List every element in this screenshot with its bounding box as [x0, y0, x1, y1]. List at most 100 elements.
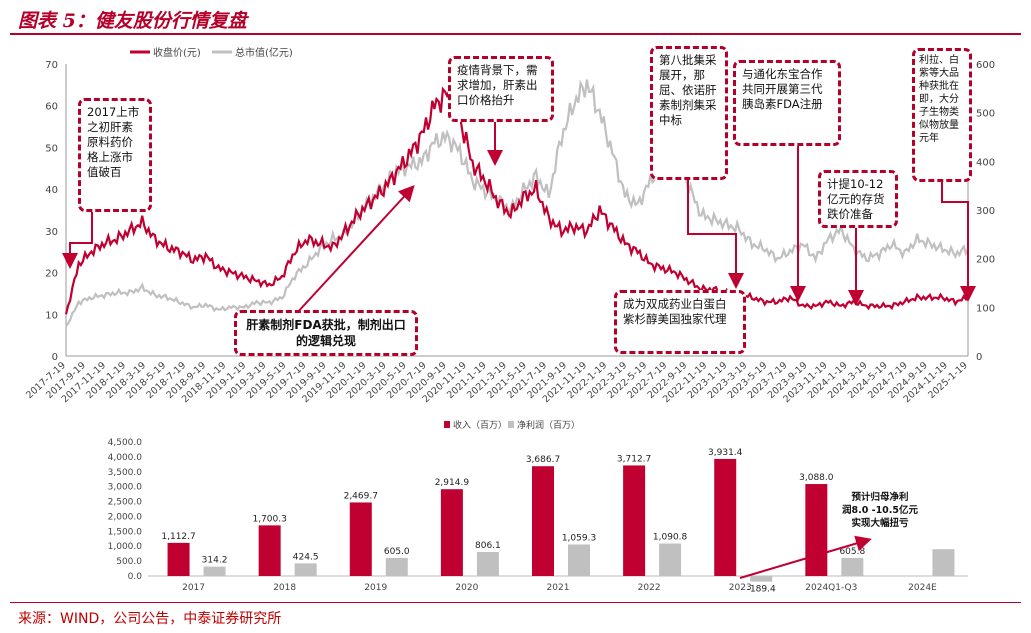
bar-value-label: 1,112.7 — [161, 532, 195, 542]
footer-rule — [10, 602, 1021, 603]
callout-procurement: 第八批集采展开，那屈、依诺肝素制剂集采中标 — [650, 46, 728, 180]
figure-title: 图表 5：健友股份行情复盘 — [18, 10, 247, 32]
bar-value-label: -189.4 — [747, 585, 776, 595]
bar-value-label: 2,469.7 — [344, 491, 378, 501]
callout-connector-0 — [62, 212, 93, 269]
bar-1 — [659, 543, 682, 576]
bar-0 — [805, 484, 828, 576]
y-left-tick: 0 — [52, 352, 58, 363]
y-right-tick: 400 — [976, 157, 995, 168]
bar-value-label: 806.1 — [475, 541, 501, 551]
bar-0 — [714, 458, 737, 576]
bar-value-label: 3,712.7 — [617, 454, 651, 464]
bar-value-label: 3,088.0 — [799, 473, 834, 483]
bar-category-label: 2024Q1-Q3 — [805, 583, 857, 593]
bar-1 — [385, 557, 408, 576]
bar-legend-swatch-1 — [508, 421, 514, 428]
bar-category-label: 2017 — [182, 583, 205, 593]
y-left-tick: 40 — [45, 185, 58, 196]
bar-legend-swatch-0 — [444, 421, 450, 428]
bar-category-label: 2018 — [273, 583, 296, 593]
bar-1 — [750, 576, 773, 582]
bar-value-label: 1,059.3 — [562, 533, 596, 543]
bar-1 — [841, 557, 864, 576]
callout-fda: 肝素制剂FDA获批，制剂出口的逻辑兑现 — [234, 310, 418, 356]
bar-value-label: 605.8 — [839, 547, 865, 557]
source-note: 来源：WIND，公司公告，中泰证券研究所 — [18, 611, 282, 627]
bar-value-label: 605.0 — [384, 547, 410, 557]
bar-value-label: 1,700.3 — [252, 514, 286, 524]
callout-covid: 疫情背景下，需求增加，肝素出口价格抬升 — [448, 56, 554, 122]
bar-0 — [532, 466, 554, 576]
callout-impairment: 计提10-12亿元的存货跌价准备 — [818, 170, 898, 228]
bar-category-label: 2021 — [547, 583, 570, 593]
bar-value-label: 3,931.4 — [708, 448, 743, 458]
bar-y-tick: 3,000.0 — [108, 483, 143, 493]
callout-connector-2 — [687, 180, 744, 289]
bar-value-label: 3,686.7 — [526, 455, 560, 465]
y-right-tick: 200 — [976, 255, 995, 266]
bar-0 — [440, 489, 463, 576]
y-right-tick: 600 — [976, 60, 995, 71]
bar-y-tick: 2,500.0 — [108, 498, 143, 508]
bar-legend: 收入（百万） 净利润（百万） — [444, 419, 580, 431]
bar-value-label: 314.2 — [202, 556, 228, 566]
bar-0 — [167, 542, 190, 576]
bar-y-tick: 2,000.0 — [108, 512, 143, 522]
y-left-tick: 20 — [45, 269, 58, 280]
bar-category-label: 2019 — [364, 583, 387, 593]
bar-0 — [623, 465, 646, 576]
series-line-1 — [65, 79, 970, 327]
bar-0 — [349, 502, 372, 576]
bar-y-tick: 3,500.0 — [108, 468, 143, 478]
bar-1 — [203, 566, 226, 576]
y-right-tick: 500 — [976, 109, 995, 120]
bar-y-tick: 0.0 — [128, 572, 143, 582]
bar-annotation-line: 润8.0 -10.5亿元 — [842, 504, 919, 516]
bar-turnaround-arrow — [739, 535, 872, 579]
y-left-tick: 60 — [45, 102, 58, 113]
callout-insulin: 与通化东宝合作共同开展第三代胰岛素FDA注册 — [733, 60, 841, 146]
y-right-tick: 0 — [976, 352, 982, 363]
report-header: 图表 5：健友股份行情复盘 — [0, 0, 1031, 36]
stock-line-chart: 收盘价(元) 总市值(亿元) 0 10 20 30 40 50 60 70 0 100 200 300 40… — [24, 46, 995, 405]
header-rule — [10, 33, 1021, 35]
bar-0 — [258, 525, 281, 576]
y-right-tick: 300 — [976, 206, 995, 217]
bar-legend-label-1: 净利润（百万） — [517, 419, 580, 431]
line-legend: 收盘价(元) 总市值(亿元) — [130, 46, 293, 59]
bar-y-tick: 1,500.0 — [108, 527, 143, 537]
bar-annotation-line: 预计归母净利 — [851, 491, 908, 503]
callout-agency: 成为双成药业白蛋白紫杉醇美国独家代理 — [614, 290, 746, 354]
bar-category-label: 2022 — [638, 583, 661, 593]
bar-y-tick: 4,000.0 — [108, 453, 143, 463]
series-line-0 — [64, 86, 969, 315]
financials-bar-chart: 收入（百万） 净利润（百万） 0.0 500.0 1,000.0 1,500.0 2,000… — [108, 419, 968, 595]
callout-biosimilar: 利拉、白紫等大品种获批在即，大分子生物类似物放量元年 — [912, 48, 972, 182]
legend-label-0: 收盘价(元) — [153, 46, 201, 59]
bar-category-label: 2023 — [729, 583, 752, 593]
bar-legend-label-0: 收入（百万） — [453, 419, 507, 431]
fda-arrow — [295, 185, 415, 315]
bar-1 — [932, 549, 955, 576]
y-left-tick: 10 — [45, 310, 58, 321]
callout-ipo: 2017上市之初肝素原料药价格上涨市值破百 — [78, 98, 152, 212]
y-right-tick: 100 — [976, 303, 995, 314]
legend-label-1: 总市值(亿元) — [235, 46, 293, 59]
bar-value-label: 424.5 — [293, 552, 319, 562]
y-left-tick: 30 — [45, 227, 58, 238]
bar-value-label: 2,914.9 — [435, 478, 470, 488]
bar-1 — [294, 563, 317, 576]
bar-category-label: 2020 — [455, 583, 478, 593]
bar-1 — [568, 544, 590, 576]
bar-1 — [476, 551, 499, 576]
y-left-tick: 70 — [45, 60, 58, 71]
bar-value-label: 1,090.8 — [653, 533, 688, 543]
callout-connector-5 — [941, 182, 976, 302]
bar-y-tick: 1,000.0 — [108, 542, 143, 552]
bar-y-tick: 4,500.0 — [108, 438, 143, 448]
bar-annotation-line: 实现大幅扭亏 — [851, 517, 909, 529]
bar-category-label: 2024E — [908, 583, 937, 593]
bar-y-tick: 500.0 — [116, 557, 142, 567]
y-left-tick: 50 — [45, 143, 58, 154]
